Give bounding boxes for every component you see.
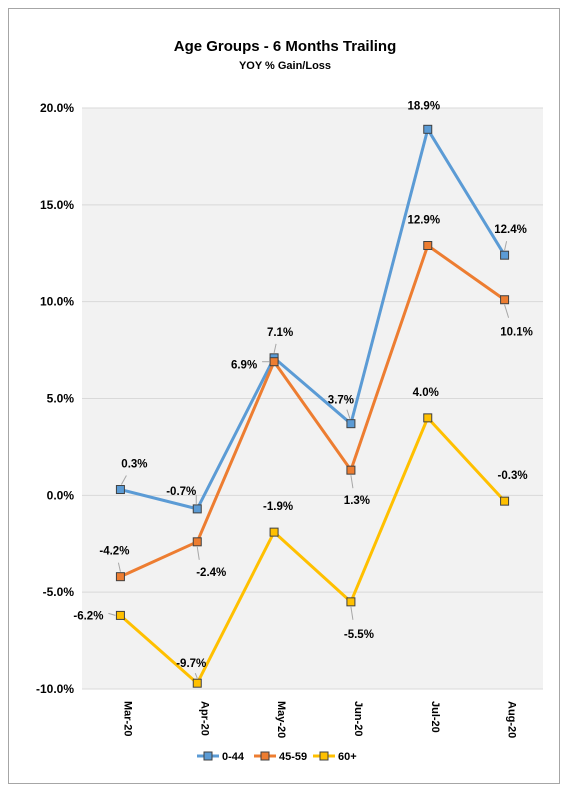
x-tick-label: Jul-20: [429, 701, 441, 733]
data-label: 1.3%: [344, 495, 370, 507]
chart-frame: Age Groups - 6 Months Trailing YOY % Gai…: [8, 8, 560, 784]
data-point-45-59: [500, 295, 510, 305]
data-label: -2.4%: [196, 567, 226, 579]
data-label: 0.3%: [121, 459, 147, 471]
y-tick-label: 10.0%: [40, 295, 74, 309]
legend-label: 60+: [338, 751, 357, 763]
data-label: 18.9%: [407, 100, 440, 112]
leader-line: [504, 304, 510, 318]
data-point-45-59: [192, 537, 202, 547]
leader-line: [194, 673, 198, 679]
y-tick-label: -10.0%: [36, 682, 74, 696]
series-line-45-59: [119, 244, 506, 579]
data-point-60+: [346, 597, 356, 607]
data-label: -6.2%: [73, 610, 103, 622]
x-tick-label: Aug-20: [506, 701, 518, 738]
data-point-60+: [423, 413, 433, 423]
y-tick-label: 20.0%: [40, 101, 74, 115]
data-label: -4.2%: [99, 546, 129, 558]
leader-line: [120, 475, 127, 485]
data-label: 3.7%: [328, 395, 354, 407]
data-point-45-59: [423, 241, 433, 251]
series-line-0-44: [120, 127, 506, 511]
y-tick-label: -5.0%: [43, 585, 75, 599]
x-tick-label: May-20: [275, 701, 287, 738]
chart-title: Age Groups - 6 Months Trailing: [174, 38, 397, 55]
legend-marker-60+: [319, 751, 329, 761]
data-point-60+: [192, 678, 202, 688]
data-point-60+: [269, 527, 279, 537]
data-label: -0.3%: [498, 470, 528, 482]
legend-marker-45-59: [260, 751, 270, 761]
data-point-0-44: [115, 485, 125, 495]
data-label: 6.9%: [231, 360, 257, 372]
data-label: -5.5%: [344, 629, 374, 641]
leader-line: [108, 612, 116, 616]
data-label: -9.7%: [176, 658, 206, 670]
x-tick-label: Apr-20: [198, 701, 210, 736]
series-line-60+: [119, 416, 506, 685]
legend-marker-0-44: [203, 751, 213, 761]
data-point-0-44: [423, 124, 433, 134]
data-point-45-59: [346, 465, 356, 475]
leader-line: [346, 409, 351, 419]
data-label: 7.1%: [267, 327, 293, 339]
data-point-0-44: [192, 504, 202, 514]
leader-line: [350, 606, 354, 620]
legend: 0-44 45-59 60+: [197, 751, 357, 763]
data-point-0-44: [500, 250, 510, 260]
plot-area: -10.0% -5.0% 0.0% 5.0% 10.0% 15.0% 20.0% Mar-20…: [36, 100, 543, 738]
line-chart: Age Groups - 6 Months Trailing YOY % Gai…: [36, 38, 543, 763]
leader-line: [117, 562, 121, 572]
data-point-0-44: [346, 419, 356, 429]
legend-label: 45-59: [279, 751, 307, 763]
leader-line: [350, 475, 354, 489]
leader-line: [273, 343, 277, 353]
data-point-60+: [500, 496, 510, 506]
y-tick-label: 5.0%: [47, 392, 75, 406]
data-point-60+: [115, 610, 125, 620]
data-label: 12.9%: [407, 215, 440, 227]
data-point-45-59: [115, 572, 125, 582]
data-label: 10.1%: [500, 327, 533, 339]
leader-line: [196, 546, 200, 560]
y-tick-label: 15.0%: [40, 198, 74, 212]
data-label: -0.7%: [166, 486, 196, 498]
chart-subtitle: YOY % Gain/Loss: [239, 60, 331, 72]
y-tick-label: 0.0%: [47, 488, 75, 502]
x-tick-label: Mar-20: [121, 701, 133, 736]
leader-line: [504, 241, 508, 251]
data-label: -1.9%: [263, 501, 293, 513]
data-label: 4.0%: [413, 387, 439, 399]
data-point-45-59: [269, 357, 279, 367]
data-label: 12.4%: [494, 224, 527, 236]
x-tick-label: Jun-20: [352, 701, 364, 736]
legend-label: 0-44: [222, 751, 245, 763]
